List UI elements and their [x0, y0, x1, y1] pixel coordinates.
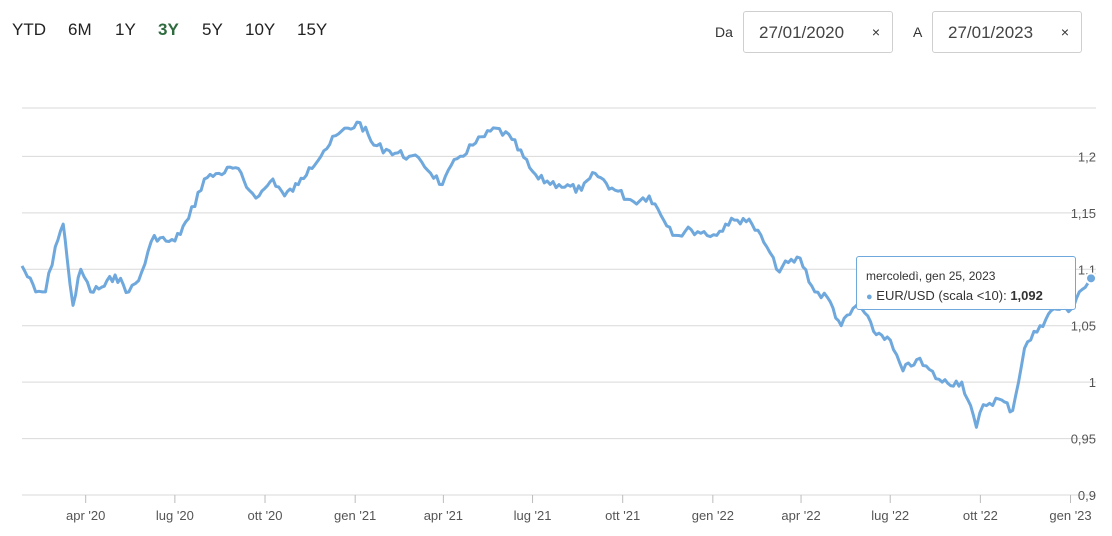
range-10y-button[interactable]: 10Y — [245, 20, 276, 39]
range-6m-button[interactable]: 6M — [68, 20, 92, 39]
y-tick-label: 0,95 — [1071, 432, 1096, 447]
to-date-field: × — [932, 11, 1082, 53]
x-tick-label: lug '20 — [156, 508, 194, 523]
x-tick-label: apr '22 — [781, 508, 820, 523]
y-tick-label: 0,9 — [1078, 488, 1096, 503]
x-axis-ticks — [85, 495, 1072, 503]
chart-tooltip: mercoledì, gen 25, 2023 ● EUR/USD (scala… — [856, 256, 1076, 310]
from-date-clear-icon[interactable]: × — [871, 24, 880, 40]
x-tick-label: ott '20 — [248, 508, 283, 523]
y-tick-label: 1,2 — [1078, 149, 1096, 164]
x-axis-labels: apr '20 lug '20 ott '20 gen '21 apr '21 lug '… — [66, 508, 1092, 523]
range-ytd-button[interactable]: YTD — [12, 20, 46, 39]
x-tick-label: gen '22 — [692, 508, 734, 523]
from-date-input[interactable] — [759, 23, 869, 43]
from-date-label: Da — [715, 24, 733, 40]
x-tick-label: apr '20 — [66, 508, 105, 523]
from-date-field: × — [743, 11, 893, 53]
range-3y-button[interactable]: 3Y — [158, 20, 179, 39]
y-tick-label: 1 — [1089, 375, 1096, 390]
x-tick-label: ott '21 — [605, 508, 640, 523]
tooltip-value: 1,092 — [1010, 288, 1043, 303]
x-tick-label: ott '22 — [963, 508, 998, 523]
tooltip-date: mercoledì, gen 25, 2023 — [866, 269, 996, 283]
to-date-input[interactable] — [948, 23, 1058, 43]
tooltip-series-dot-icon: ● — [866, 291, 873, 303]
tooltip-series-label: EUR/USD (scala <10) — [876, 288, 1004, 303]
y-tick-label: 1,15 — [1071, 206, 1096, 221]
y-tick-label: 1,05 — [1071, 319, 1096, 334]
x-tick-label: lug '21 — [514, 508, 552, 523]
range-5y-button[interactable]: 5Y — [202, 20, 223, 39]
range-1y-button[interactable]: 1Y — [115, 20, 136, 39]
x-tick-label: gen '23 — [1049, 508, 1091, 523]
x-tick-label: apr '21 — [424, 508, 463, 523]
x-tick-label: gen '21 — [334, 508, 376, 523]
range-15y-button[interactable]: 15Y — [297, 20, 328, 39]
to-date-label: A — [913, 24, 923, 40]
range-selector: YTD 6M 1Y 3Y 5Y 10Y 15Y Da × A × — [0, 0, 1112, 62]
to-date-clear-icon[interactable]: × — [1060, 24, 1069, 40]
hover-point — [1085, 272, 1098, 285]
series-line-eurusd — [20, 120, 1095, 429]
grid-lines — [22, 107, 1096, 496]
tooltip-row: ● EUR/USD (scala <10): 1,092 — [866, 288, 1043, 303]
x-tick-label: lug '22 — [871, 508, 909, 523]
